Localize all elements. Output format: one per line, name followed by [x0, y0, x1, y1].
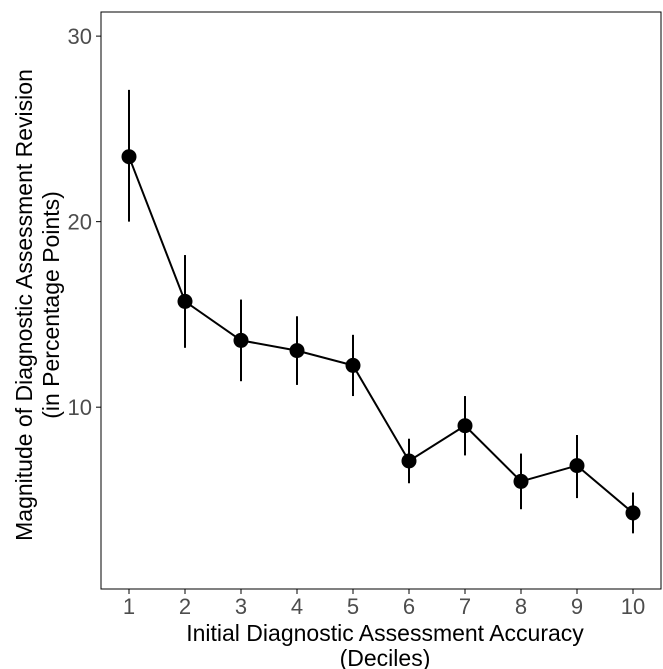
- data-point: [121, 149, 137, 165]
- y-tick-label: 30: [68, 24, 92, 49]
- x-tick-label: 4: [291, 594, 303, 619]
- x-tick-label: 8: [515, 594, 527, 619]
- x-axis-title-line-1: Initial Diagnostic Assessment Accuracy: [186, 620, 584, 646]
- plot-panel: [100, 11, 662, 590]
- x-axis-title-line-2: (Deciles): [340, 645, 431, 669]
- x-tick-label: 5: [347, 594, 359, 619]
- data-point: [625, 505, 641, 521]
- y-axis-title-line-1: Magnitude of Diagnostic Assessment Revis…: [11, 69, 37, 541]
- data-point: [513, 473, 529, 489]
- y-axis: 10 20 30: [68, 24, 101, 420]
- data-point: [177, 293, 193, 309]
- x-tick-label: 6: [403, 594, 415, 619]
- x-tick-label: 1: [123, 594, 135, 619]
- data-point: [401, 453, 417, 469]
- x-tick-label: 3: [235, 594, 247, 619]
- data-points: [121, 149, 641, 521]
- x-tick-label: 2: [179, 594, 191, 619]
- data-point: [233, 332, 249, 348]
- x-tick-label: 10: [621, 594, 645, 619]
- y-tick-label: 10: [68, 395, 92, 420]
- data-point: [569, 458, 585, 474]
- data-point: [457, 418, 473, 434]
- series-line: [128, 156, 634, 514]
- data-point: [289, 343, 305, 359]
- x-tick-label: 9: [571, 594, 583, 619]
- y-tick-label: 20: [68, 210, 92, 235]
- y-axis-title: Magnitude of Diagnostic Assessment Revis…: [11, 69, 64, 541]
- x-axis: 1 2 3 4 5 6 7 8 9 10: [123, 589, 645, 619]
- x-tick-label: 7: [459, 594, 471, 619]
- y-axis-title-line-2: (in Percentage Points): [38, 191, 64, 419]
- data-point: [345, 357, 361, 373]
